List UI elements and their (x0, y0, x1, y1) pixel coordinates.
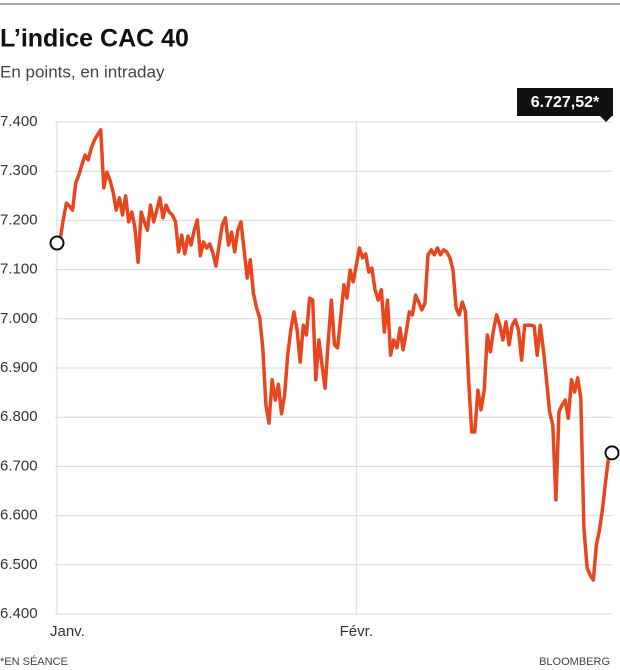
y-tick-label: 7.200 (0, 211, 38, 228)
source: BLOOMBERG (539, 656, 610, 668)
plot (49, 128, 620, 582)
y-tick-label: 7.100 (0, 261, 38, 278)
y-tick-label: 6.400 (0, 605, 38, 622)
footnote: *EN SÉANCE (0, 655, 68, 668)
callout-box (517, 88, 613, 116)
y-tick-label: 6.500 (0, 556, 38, 573)
end-marker (604, 445, 620, 461)
chart-title: L’indice CAC 40 (0, 25, 189, 53)
callout-pointer (600, 116, 612, 122)
y-tick-label: 6.800 (0, 408, 38, 425)
x-tick-label: Févr. (340, 623, 373, 640)
grid: 6.400 6.500 6.600 6.700 6.800 6.900 7.000 7.100… (0, 113, 612, 640)
price-line (55, 128, 614, 582)
y-tick-label: 6.900 (0, 359, 38, 376)
end-marker (49, 235, 65, 251)
chart-subtitle: En points, en intraday (0, 62, 165, 81)
callout-label: 6.727,52* (531, 94, 600, 111)
y-tick-label: 6.700 (0, 457, 38, 474)
y-tick-label: 7.000 (0, 310, 38, 327)
y-tick-label: 7.300 (0, 162, 38, 179)
x-tick-label: Janv. (50, 623, 85, 640)
y-tick-label: 6.600 (0, 507, 38, 524)
y-tick-label: 7.400 (0, 113, 38, 130)
